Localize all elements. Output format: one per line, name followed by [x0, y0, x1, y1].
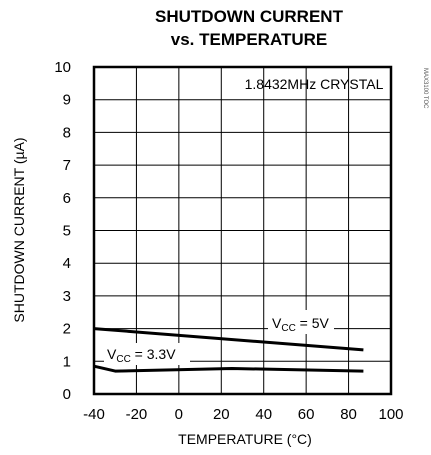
- x-tick-label: 20: [213, 406, 230, 423]
- series-line-3v3: [93, 364, 364, 373]
- y-tick-label: 2: [63, 321, 71, 338]
- plot-frame: [92, 65, 393, 396]
- x-axis-label: TEMPERATURE (°C): [178, 431, 312, 447]
- series-label-5v: VCC = 5V: [268, 310, 334, 334]
- y-tick-label: 1: [63, 353, 71, 370]
- chart-title-line1: SHUTDOWN CURRENT: [155, 7, 344, 26]
- series-label-3v3: VCC = 3.3V: [104, 343, 190, 365]
- y-axis-label: SHUTDOWN CURRENT (µA): [11, 137, 27, 322]
- series-label-3v3-sub: CC: [116, 354, 130, 365]
- y-tick-label: 10: [54, 59, 71, 76]
- y-tick-label: 6: [63, 190, 71, 207]
- series-label-5v-sub: CC: [281, 323, 295, 334]
- series-label-5v-main: V: [272, 315, 282, 331]
- y-tick-label: 0: [63, 386, 71, 403]
- series-lines: [93, 327, 364, 373]
- x-tick-label: 0: [175, 406, 183, 423]
- svg-text:VCC = 3.3V: VCC = 3.3V: [107, 346, 176, 365]
- part-code: MAX3100 TOC: [422, 68, 428, 109]
- y-tick-labels: 0 1 2 3 4 5 6 7 8 9 10: [54, 59, 71, 403]
- x-tick-label: -40: [83, 406, 105, 423]
- grid: [94, 67, 391, 394]
- y-tick-label: 5: [63, 223, 71, 240]
- series-label-5v-rest: = 5V: [296, 315, 330, 331]
- chart-title-line2: vs. TEMPERATURE: [171, 30, 328, 49]
- x-tick-label: -20: [126, 406, 148, 423]
- y-tick-label: 3: [63, 288, 71, 305]
- series-label-3v3-rest: = 3.3V: [131, 346, 176, 362]
- y-tick-label: 9: [63, 92, 71, 109]
- x-tick-label: 40: [255, 406, 272, 423]
- y-tick-label: 8: [63, 124, 71, 141]
- x-tick-label: 100: [378, 406, 403, 423]
- x-tick-label: 80: [340, 406, 357, 423]
- series-line-5v: [93, 327, 364, 352]
- crystal-annotation: 1.8432MHz CRYSTAL: [245, 76, 384, 92]
- svg-text:VCC = 5V: VCC = 5V: [272, 315, 330, 334]
- series-label-3v3-main: V: [107, 346, 117, 362]
- x-tick-label: 60: [298, 406, 315, 423]
- y-tick-label: 4: [63, 255, 71, 272]
- x-tick-labels: -40 -20 0 20 40 60 80 100: [83, 406, 403, 423]
- y-tick-label: 7: [63, 157, 71, 174]
